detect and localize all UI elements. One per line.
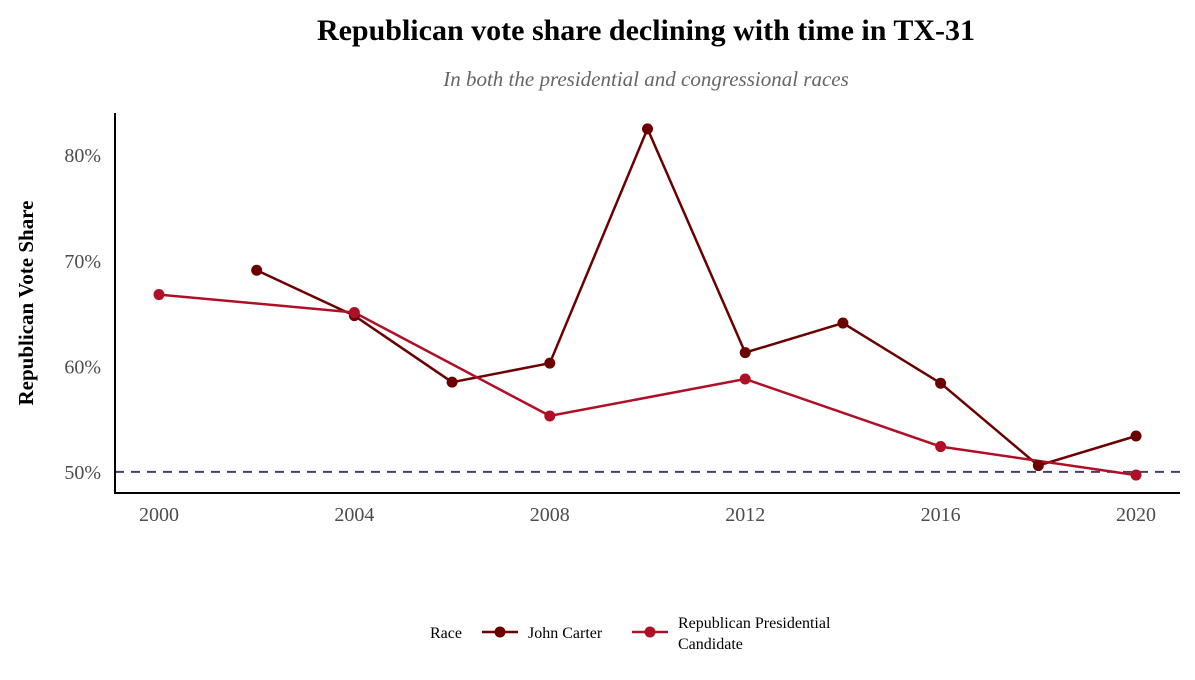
legend-label: Republican Presidential: [678, 615, 831, 632]
data-point-john-carter: [739, 347, 751, 359]
data-point-republican-presidential-candidate: [1130, 469, 1142, 481]
legend-label: Candidate: [678, 636, 743, 653]
x-tick-label: 2020: [1116, 504, 1156, 526]
legend: Race John Carter Republican Presidential Ca…: [430, 615, 831, 653]
legend-key-point: [644, 626, 656, 638]
data-point-john-carter: [642, 123, 653, 135]
legend-label: John Carter: [528, 625, 603, 642]
series-line-republican-presidential-candidate: [158, 293, 1137, 477]
data-point-john-carter: [446, 376, 458, 388]
y-tick-label: 80%: [64, 145, 101, 167]
x-tick-label: 2000: [139, 504, 179, 526]
legend-title: Race: [430, 625, 462, 642]
plot-area: 50% 60% 70% 80% 2000 2004 2008 2012 2016 2020: [64, 113, 1180, 526]
chart-subtitle: In both the presidential and congression…: [442, 67, 849, 91]
legend-key-point: [494, 626, 506, 638]
data-point-john-carter: [1130, 430, 1142, 442]
data-point-john-carter: [251, 264, 263, 276]
series-line-john-carter: [256, 127, 1137, 467]
data-point-john-carter: [837, 317, 849, 329]
y-tick-label: 70%: [64, 251, 101, 273]
chart-title: Republican vote share declining with tim…: [317, 14, 975, 47]
data-point-john-carter: [1032, 460, 1044, 472]
data-point-john-carter: [935, 377, 947, 389]
x-tick-label: 2016: [921, 504, 961, 526]
data-point-republican-presidential-candidate: [348, 307, 360, 318]
data-point-republican-presidential-candidate: [935, 441, 947, 453]
y-axis-title: Republican Vote Share: [14, 201, 38, 406]
x-tick-label: 2004: [334, 504, 374, 526]
data-point-republican-presidential-candidate: [153, 289, 165, 301]
data-point-republican-presidential-candidate: [544, 410, 556, 422]
y-tick-label: 60%: [64, 356, 101, 378]
data-point-republican-presidential-candidate: [739, 373, 751, 385]
data-point-john-carter: [544, 357, 556, 369]
x-tick-label: 2008: [530, 504, 570, 526]
y-tick-label: 50%: [64, 462, 101, 484]
x-tick-label: 2012: [725, 504, 765, 526]
